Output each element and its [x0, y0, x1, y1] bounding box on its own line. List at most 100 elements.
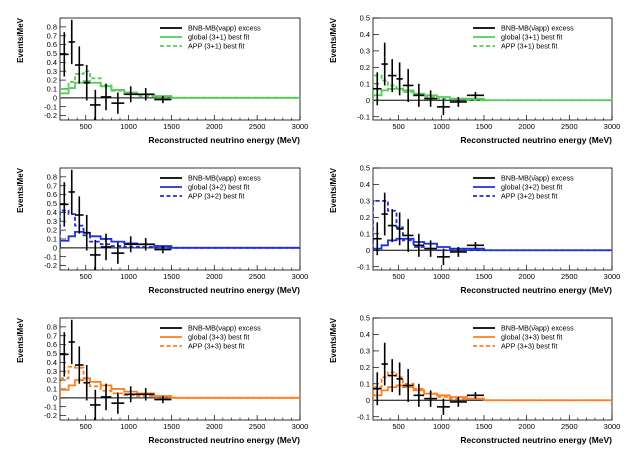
x-tick-label: 3000 [292, 422, 309, 431]
data-point [154, 396, 172, 404]
y-tick-label: 0.1 [47, 385, 57, 394]
y-tick-label: 0.4 [360, 180, 370, 189]
y-tick-label: 0.1 [47, 85, 57, 94]
data-point [75, 196, 84, 234]
global-fit-histogram [373, 87, 612, 102]
y-axis-label: Events/MeV [16, 317, 25, 363]
y-tick-label: 0.3 [360, 197, 370, 206]
data-point [449, 246, 467, 257]
y-tick-label: 0.8 [47, 22, 57, 31]
data-point [60, 32, 69, 77]
data-point [373, 72, 382, 106]
data-point [124, 236, 138, 253]
legend-label-global: global (3+2) best fit [188, 183, 249, 192]
data-point [100, 383, 112, 411]
x-tick-label: 2000 [518, 272, 535, 281]
x-tick-label: 1500 [163, 122, 180, 131]
y-tick-label: 0.5 [360, 14, 370, 23]
data-point [60, 182, 69, 227]
x-tick-label: 1000 [120, 422, 137, 431]
x-tick-label: 2000 [206, 122, 223, 131]
panel-nubar-3p3: 500 1000 1500 2000 2500 3000 -0.1 0 0.1 0.2 0.3 0.4… [329, 314, 620, 445]
legend-label-data: BNB-MB(νapp) excess [188, 324, 261, 333]
data-point [387, 359, 397, 393]
x-tick-label: 500 [392, 422, 405, 431]
data-point [373, 372, 382, 406]
y-tick-label: 0.3 [360, 347, 370, 356]
x-tick-label: 1000 [433, 422, 450, 431]
x-axis-label: Reconstructed neutrino energy (MeV) [148, 435, 300, 445]
legend-label-app: APP (3+3) best fit [501, 342, 557, 351]
data-point [381, 342, 388, 386]
panel-nu-3p3: 500 1000 1500 2000 2500 3000-0.2-0.100.10.20.… [16, 317, 308, 445]
y-tick-label: -0.1 [44, 102, 57, 111]
legend-label-global: global (3+2) best fit [501, 183, 562, 192]
y-tick-label: 0.1 [360, 379, 370, 388]
y-tick-label: -0.1 [357, 112, 370, 121]
y-tick-label: 0 [53, 243, 57, 252]
y-tick-label: 0.7 [47, 181, 57, 190]
data-point [68, 19, 75, 65]
data-point [83, 65, 90, 101]
data-point [396, 212, 403, 246]
y-tick-label: 0.5 [360, 314, 370, 323]
x-tick-label: 2500 [561, 422, 578, 431]
data-point [466, 392, 484, 399]
y-tick-label: 0.4 [360, 330, 370, 339]
data-point [60, 332, 69, 377]
data-point [100, 233, 112, 261]
y-tick-label: 0 [366, 246, 370, 255]
data-point [449, 96, 467, 107]
legend-label-app: APP (3+3) best fit [188, 342, 244, 351]
data-point [387, 59, 397, 93]
app-fit-histogram [373, 200, 612, 252]
y-tick-label: 0.7 [47, 331, 57, 340]
y-tick-label: 0.2 [47, 226, 57, 235]
data-point [437, 98, 450, 116]
x-tick-label: 3000 [604, 422, 621, 431]
x-tick-label: 1000 [120, 122, 137, 131]
x-tick-label: 3000 [604, 272, 621, 281]
x-axis-label: Reconstructed neutrino energy (MeV) [148, 285, 300, 295]
data-point [90, 239, 101, 270]
legend-label-data: BNB-MB(ν̄app) excess [501, 324, 574, 333]
x-tick-label: 1500 [476, 422, 493, 431]
x-tick-label: 1500 [476, 122, 493, 131]
data-point [154, 246, 172, 254]
x-tick-label: 2000 [206, 422, 223, 431]
data-point [75, 46, 84, 84]
data-point [424, 240, 438, 257]
y-tick-label: -0.2 [44, 261, 57, 270]
x-tick-label: 500 [392, 122, 405, 131]
y-tick-label: -0.1 [44, 402, 57, 411]
y-tick-label: 0.2 [360, 363, 370, 372]
data-point [75, 346, 84, 384]
data-point [68, 169, 75, 215]
panel-nu-3p1: 500 1000 1500 2000 2500 3000-0.2-0.100.10.20.… [16, 17, 308, 145]
data-point [137, 88, 155, 101]
y-tick-label: 0.1 [360, 229, 370, 238]
x-tick-label: 1500 [163, 272, 180, 281]
data-point [111, 242, 125, 264]
panel-nubar-3p2: 500 1000 1500 2000 2500 3000 -0.1 0 0.1 0.2 0.3 0.4… [329, 164, 620, 295]
x-tick-label: 2500 [249, 272, 266, 281]
data-point [402, 369, 414, 402]
x-axis-label: Reconstructed neutrino energy (MeV) [148, 135, 300, 145]
y-tick-label: 0.2 [360, 63, 370, 72]
x-tick-label: 1500 [476, 272, 493, 281]
data-point [83, 215, 90, 251]
legend-label-global: global (3+1) best fit [188, 33, 249, 42]
data-point [90, 89, 101, 120]
y-tick-label: 0.2 [47, 76, 57, 85]
data-point [437, 398, 450, 416]
y-tick-label: -0.1 [357, 412, 370, 421]
data-point [424, 390, 438, 407]
y-tick-label: 0.4 [47, 208, 57, 217]
x-tick-label: 3000 [604, 122, 621, 131]
x-axis-label: Reconstructed neutrino energy (MeV) [460, 435, 612, 445]
data-point [387, 209, 397, 243]
